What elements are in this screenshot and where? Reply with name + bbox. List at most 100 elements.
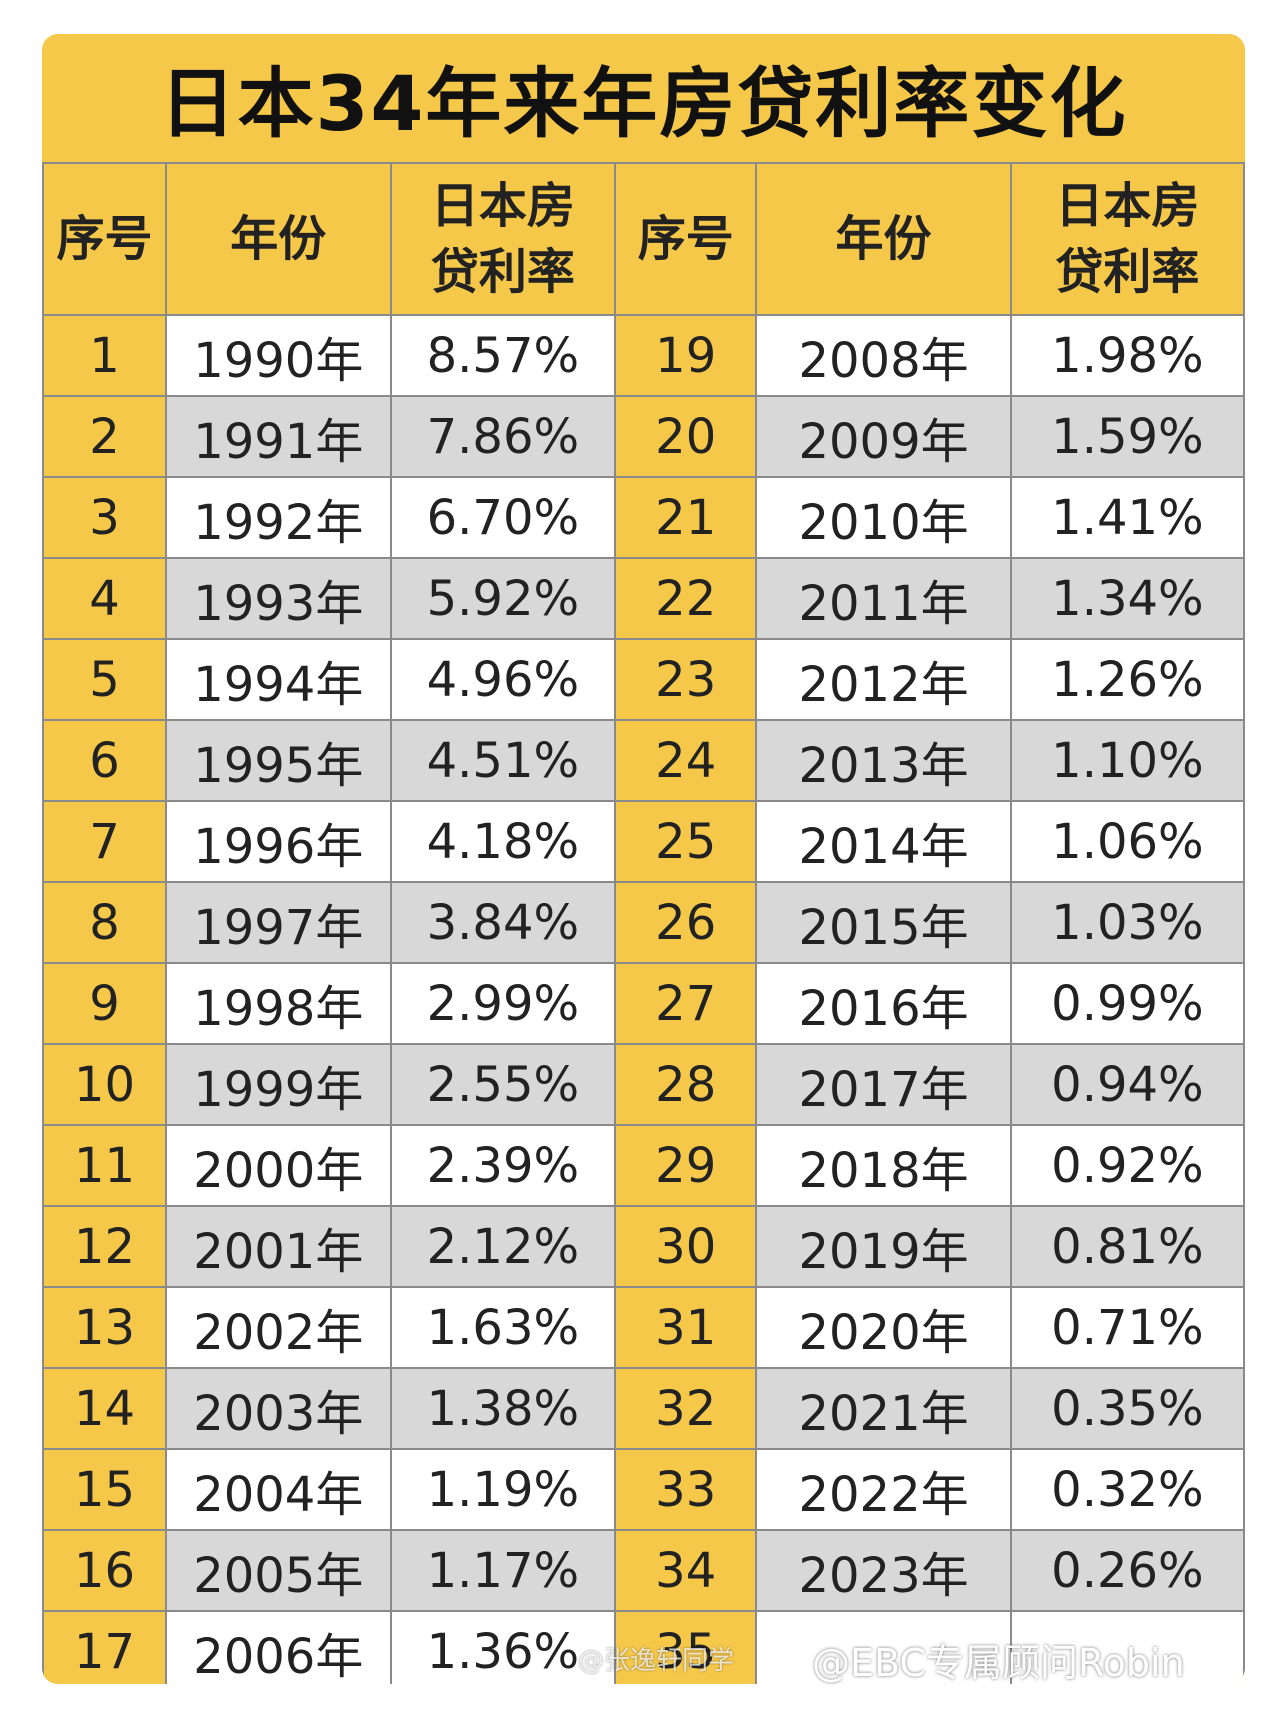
cell-seq-right: 32 xyxy=(614,1367,758,1450)
cell-seq-right: 19 xyxy=(614,314,758,397)
cell-rate-right: 0.94% xyxy=(1009,1043,1245,1126)
cell-seq-right: 31 xyxy=(614,1286,758,1369)
cell-rate-right: 1.06% xyxy=(1009,800,1245,883)
cell-year: 1997年 xyxy=(164,881,392,964)
cell-seq: 13 xyxy=(42,1286,167,1369)
cell-rate: 3.84% xyxy=(389,881,617,964)
cell-seq-right: 26 xyxy=(614,881,758,964)
cell-seq: 16 xyxy=(42,1529,167,1612)
cell-seq-right: 20 xyxy=(614,395,758,478)
table-row: 4 1993年 5.92% 22 2011年 1.34% xyxy=(42,557,1245,640)
cell-seq-right: 35 xyxy=(614,1610,758,1684)
cell-year: 2003年 xyxy=(164,1367,392,1450)
table-row: 8 1997年 3.84% 26 2015年 1.03% xyxy=(42,881,1245,964)
table-body: 1 1990年 8.57% 19 2008年 1.98% 2 1991年 7.86% 20 2009… xyxy=(42,314,1245,1684)
cell-year: 1996年 xyxy=(164,800,392,883)
cell-year: 1993年 xyxy=(164,557,392,640)
cell-rate-right: 0.99% xyxy=(1009,962,1245,1045)
cell-year-right: 2014年 xyxy=(755,800,1012,883)
table-row: 12 2001年 2.12% 30 2019年 0.81% xyxy=(42,1205,1245,1288)
cell-rate: 2.99% xyxy=(389,962,617,1045)
table-row: 3 1992年 6.70% 21 2010年 1.41% xyxy=(42,476,1245,559)
cell-year-right: 2013年 xyxy=(755,719,1012,802)
table-row: 5 1994年 4.96% 23 2012年 1.26% xyxy=(42,638,1245,721)
cell-rate-right: 0.26% xyxy=(1009,1529,1245,1612)
cell-year-right: 2010年 xyxy=(755,476,1012,559)
table-row: 17 2006年 1.36% 35 xyxy=(42,1610,1245,1684)
cell-rate-right: 1.03% xyxy=(1009,881,1245,964)
cell-seq-right: 24 xyxy=(614,719,758,802)
cell-seq: 17 xyxy=(42,1610,167,1684)
cell-rate-right: 0.71% xyxy=(1009,1286,1245,1369)
cell-year-right: 2018年 xyxy=(755,1124,1012,1207)
cell-year: 2002年 xyxy=(164,1286,392,1369)
cell-rate-right: 0.92% xyxy=(1009,1124,1245,1207)
cell-year: 1990年 xyxy=(164,314,392,397)
cell-year-right: 2022年 xyxy=(755,1448,1012,1531)
cell-year: 1995年 xyxy=(164,719,392,802)
cell-year: 1992年 xyxy=(164,476,392,559)
cell-seq: 14 xyxy=(42,1367,167,1450)
cell-seq: 9 xyxy=(42,962,167,1045)
table-row: 10 1999年 2.55% 28 2017年 0.94% xyxy=(42,1043,1245,1126)
cell-seq: 2 xyxy=(42,395,167,478)
header-year: 年份 xyxy=(164,162,392,316)
cell-year-right: 2020年 xyxy=(755,1286,1012,1369)
cell-year: 2001年 xyxy=(164,1205,392,1288)
cell-rate-right: 1.26% xyxy=(1009,638,1245,721)
cell-rate: 1.19% xyxy=(389,1448,617,1531)
cell-rate: 1.17% xyxy=(389,1529,617,1612)
cell-rate: 6.70% xyxy=(389,476,617,559)
cell-year: 2005年 xyxy=(164,1529,392,1612)
cell-seq-right: 23 xyxy=(614,638,758,721)
cell-rate: 2.39% xyxy=(389,1124,617,1207)
cell-year: 1991年 xyxy=(164,395,392,478)
cell-rate: 1.38% xyxy=(389,1367,617,1450)
cell-rate: 1.36% xyxy=(389,1610,617,1684)
header-year-right: 年份 xyxy=(755,162,1012,316)
cell-rate-right: 1.98% xyxy=(1009,314,1245,397)
cell-seq-right: 21 xyxy=(614,476,758,559)
table-row: 16 2005年 1.17% 34 2023年 0.26% xyxy=(42,1529,1245,1612)
cell-rate: 5.92% xyxy=(389,557,617,640)
cell-rate: 4.18% xyxy=(389,800,617,883)
watermark-left: @张逸轩同学 xyxy=(578,1646,735,1676)
cell-year-right: 2019年 xyxy=(755,1205,1012,1288)
cell-seq: 12 xyxy=(42,1205,167,1288)
cell-seq: 8 xyxy=(42,881,167,964)
cell-rate-right: 1.59% xyxy=(1009,395,1245,478)
cell-rate: 4.51% xyxy=(389,719,617,802)
cell-year: 1994年 xyxy=(164,638,392,721)
cell-year: 2000年 xyxy=(164,1124,392,1207)
cell-year: 2004年 xyxy=(164,1448,392,1531)
cell-rate: 1.63% xyxy=(389,1286,617,1369)
cell-seq-right: 28 xyxy=(614,1043,758,1126)
table-row: 9 1998年 2.99% 27 2016年 0.99% xyxy=(42,962,1245,1045)
cell-seq-right: 27 xyxy=(614,962,758,1045)
cell-seq: 7 xyxy=(42,800,167,883)
cell-seq: 3 xyxy=(42,476,167,559)
cell-year-right xyxy=(755,1610,1012,1684)
table-row: 14 2003年 1.38% 32 2021年 0.35% xyxy=(42,1367,1245,1450)
table-header-row: 序号 年份 日本房 贷利率 序号 年份 日本房 贷利率 xyxy=(42,162,1245,316)
cell-rate: 2.12% xyxy=(389,1205,617,1288)
table-row: 11 2000年 2.39% 29 2018年 0.92% xyxy=(42,1124,1245,1207)
cell-year-right: 2017年 xyxy=(755,1043,1012,1126)
page-title: 日本34年来年房贷利率变化 xyxy=(159,59,1128,148)
table-row: 7 1996年 4.18% 25 2014年 1.06% xyxy=(42,800,1245,883)
cell-rate: 8.57% xyxy=(389,314,617,397)
cell-rate: 4.96% xyxy=(389,638,617,721)
watermark-right: @EBC专属顾问Robin xyxy=(812,1641,1185,1685)
cell-seq: 6 xyxy=(42,719,167,802)
cell-seq: 1 xyxy=(42,314,167,397)
cell-year-right: 2012年 xyxy=(755,638,1012,721)
header-rate: 日本房 贷利率 xyxy=(389,162,617,316)
header-rate-right-line1: 日本房 xyxy=(1055,178,1200,234)
cell-year-right: 2023年 xyxy=(755,1529,1012,1612)
cell-seq-right: 33 xyxy=(614,1448,758,1531)
cell-seq: 11 xyxy=(42,1124,167,1207)
header-rate-right: 日本房 贷利率 xyxy=(1009,162,1245,316)
header-rate-line1: 日本房 xyxy=(430,178,575,234)
cell-rate-right: 0.32% xyxy=(1009,1448,1245,1531)
cell-year: 1999年 xyxy=(164,1043,392,1126)
